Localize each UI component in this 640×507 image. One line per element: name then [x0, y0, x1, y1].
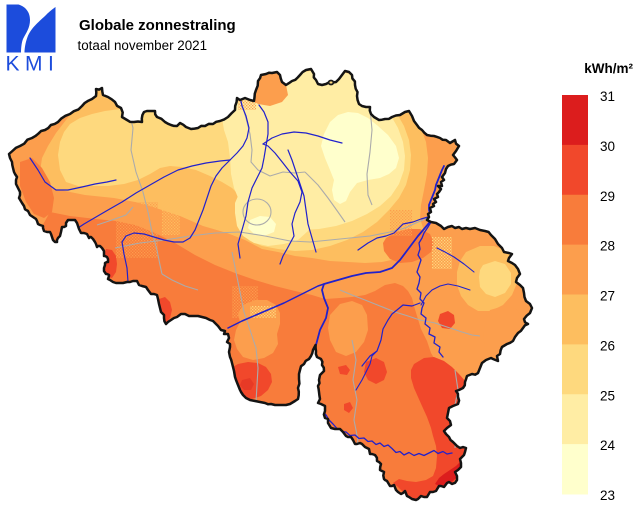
svg-text:30: 30 [600, 139, 615, 154]
svg-text:totaal november 2021: totaal november 2021 [78, 38, 208, 53]
svg-text:31: 31 [600, 89, 615, 104]
svg-text:kWh/m²: kWh/m² [584, 61, 633, 76]
svg-text:26: 26 [600, 338, 615, 353]
svg-text:29: 29 [600, 189, 615, 204]
svg-text:25: 25 [600, 388, 615, 403]
svg-text:24: 24 [600, 438, 616, 453]
svg-text:Globale zonnestraling: Globale zonnestraling [79, 17, 236, 34]
svg-text:23: 23 [600, 488, 615, 503]
svg-text:28: 28 [600, 239, 615, 254]
svg-text:KMI: KMI [6, 53, 60, 76]
svg-text:27: 27 [600, 289, 615, 304]
